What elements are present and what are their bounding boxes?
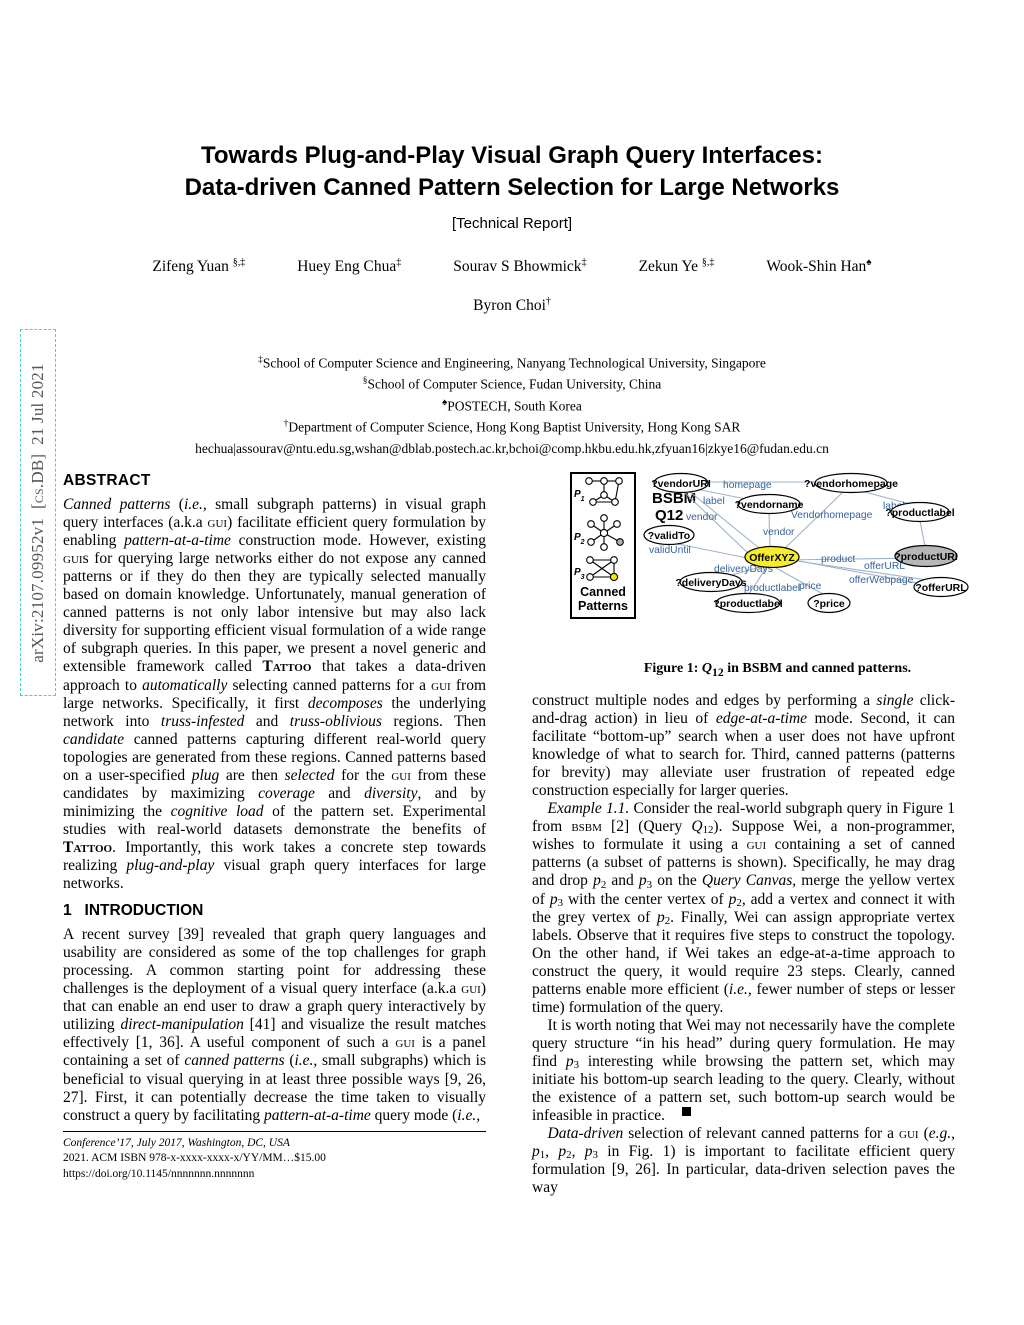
svg-text:?vendorname: ?vendorname [735, 499, 804, 511]
svg-text:productlabel: productlabel [744, 583, 800, 594]
svg-text:OfferXYZ: OfferXYZ [749, 552, 795, 564]
svg-text:?productURI: ?productURI [894, 551, 958, 563]
svg-text:?price: ?price [813, 598, 845, 610]
svg-text:offerWebpage: offerWebpage [849, 575, 914, 586]
svg-text:Patterns: Patterns [578, 599, 628, 613]
svg-text:vendor: vendor [686, 512, 718, 523]
svg-text:validUntil: validUntil [649, 545, 691, 556]
svg-text:price: price [799, 581, 822, 592]
svg-text:?productlabel: ?productlabel [713, 598, 783, 610]
svg-text:?deliveryDays: ?deliveryDays [675, 577, 746, 589]
svg-text:?vendorhomepage: ?vendorhomepage [804, 478, 898, 490]
svg-text:Q12: Q12 [655, 507, 683, 524]
svg-text:?validTo: ?validTo [648, 530, 690, 542]
svg-text:Canned: Canned [580, 585, 626, 599]
svg-text:Vendorhomepage: Vendorhomepage [791, 510, 873, 521]
svg-text:label: label [703, 496, 725, 507]
svg-text:vendor: vendor [763, 527, 795, 538]
svg-text:?vendorURI: ?vendorURI [651, 478, 711, 490]
svg-text:product: product [821, 554, 855, 565]
svg-text:?productlabel: ?productlabel [885, 507, 955, 519]
svg-text:homepage: homepage [723, 480, 772, 491]
svg-text:?offerURL: ?offerURL [915, 582, 967, 594]
